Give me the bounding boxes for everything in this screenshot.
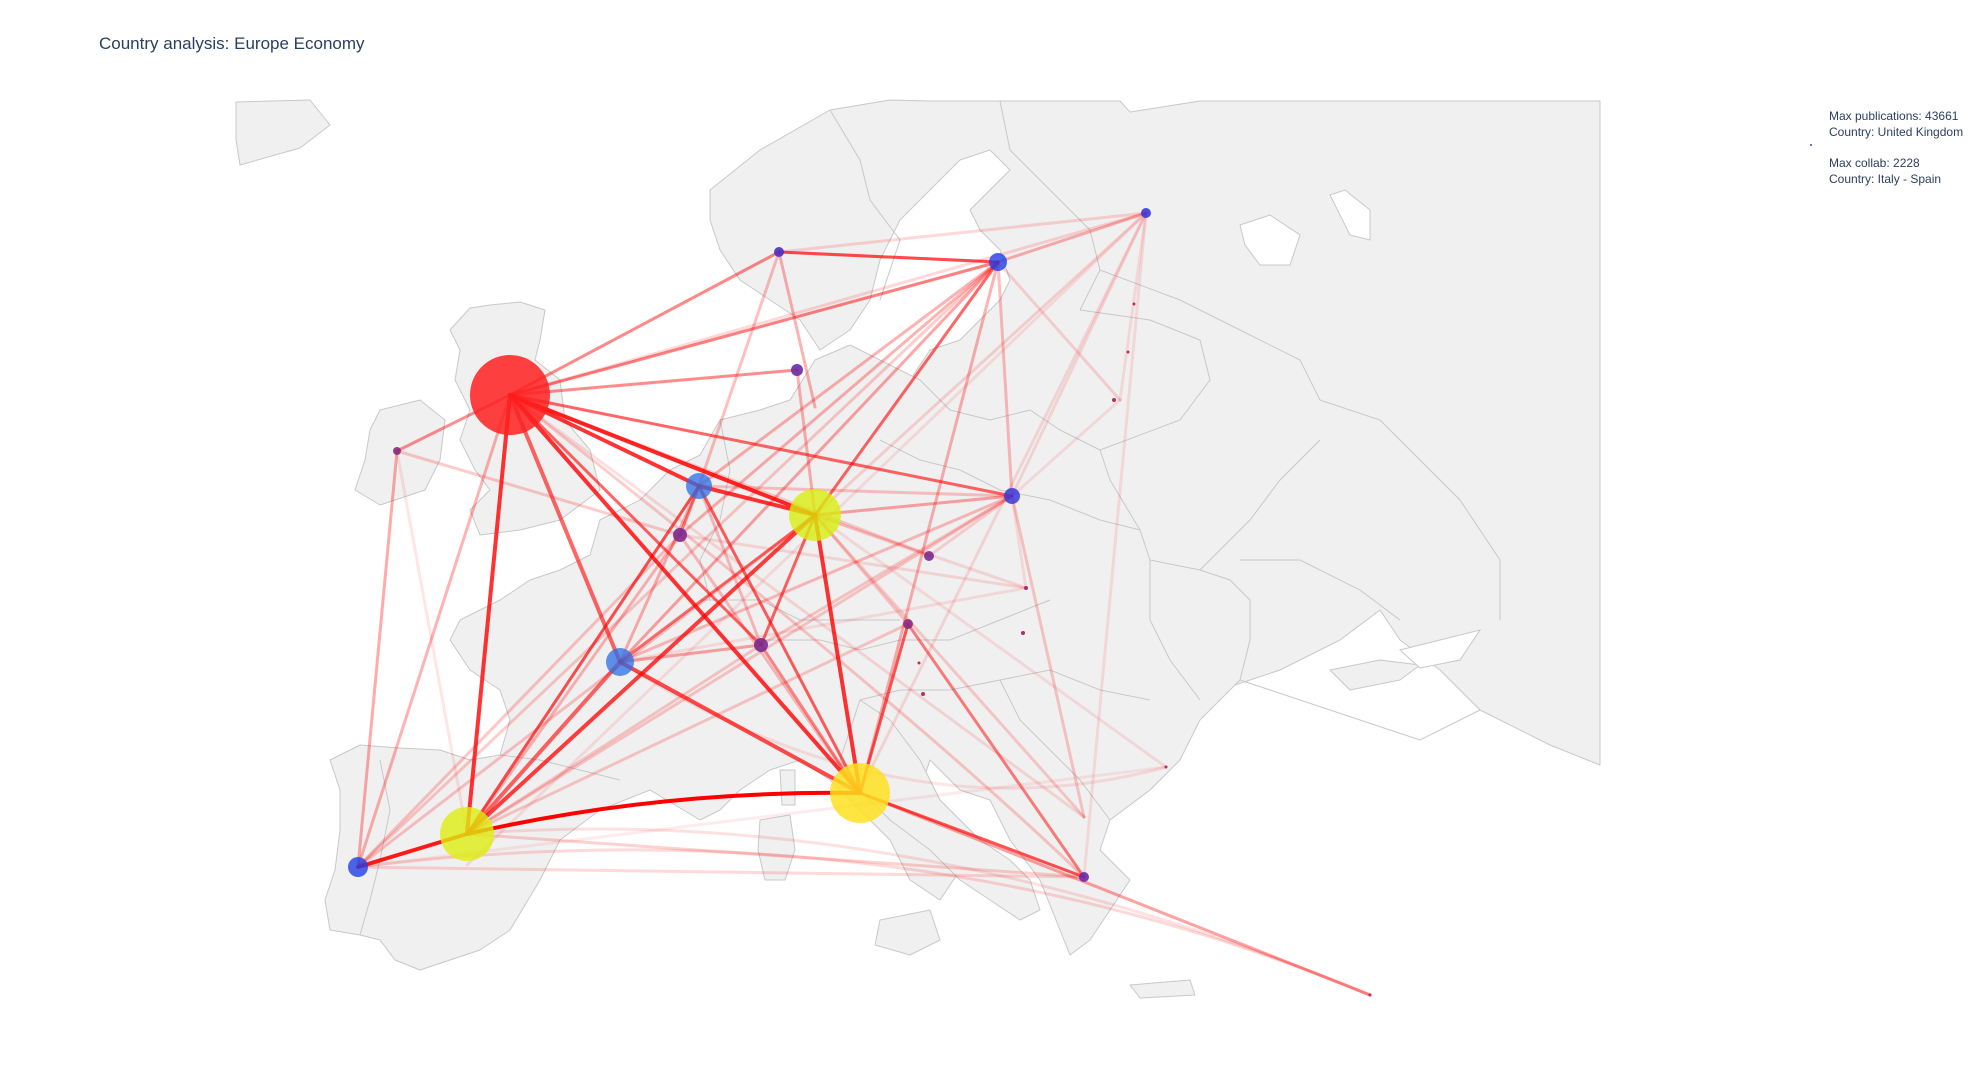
- node-latvia[interactable]: [1126, 350, 1130, 354]
- node-cyprus[interactable]: [1368, 993, 1372, 997]
- legend-max-collab-country: Country: Italy - Spain: [1829, 172, 1942, 186]
- legend-max-publications: Max publications: 43661: [1829, 109, 1959, 123]
- land-cyprus-area: [1329, 659, 1421, 691]
- nodes: [348, 208, 1372, 997]
- node-france[interactable]: [606, 648, 634, 676]
- node-hungary[interactable]: [1024, 586, 1028, 590]
- border-layer: [359, 100, 1501, 936]
- node-germany[interactable]: [789, 489, 841, 541]
- node-estonia[interactable]: [1132, 302, 1136, 306]
- land-crete: [1129, 979, 1196, 999]
- land-layer: [235, 99, 1601, 999]
- node-austria[interactable]: [903, 619, 913, 629]
- legend-max-collab: Max collab: 2228: [1829, 156, 1920, 170]
- land-sardinia: [757, 814, 796, 881]
- node-switzerland[interactable]: [754, 638, 768, 652]
- lakes: [1239, 189, 1482, 669]
- node-slovenia[interactable]: [917, 661, 921, 665]
- legend: Max publications: 43661 Country: United …: [1829, 108, 1963, 187]
- legend-max-publications-country: Country: United Kingdom: [1829, 125, 1964, 139]
- node-croatia[interactable]: [921, 692, 925, 696]
- page-title: Country analysis: Europe Economy: [99, 34, 365, 53]
- node-belgium[interactable]: [673, 528, 687, 542]
- node-denmark[interactable]: [791, 364, 803, 376]
- node-spain[interactable]: [440, 807, 494, 861]
- node-italy[interactable]: [830, 763, 890, 823]
- node-norway[interactable]: [774, 247, 784, 257]
- node-greece[interactable]: [1079, 872, 1089, 882]
- node-finland[interactable]: [1141, 208, 1151, 218]
- edges-strong: [356, 250, 1372, 997]
- node-slovakia[interactable]: [1021, 631, 1025, 635]
- node-poland[interactable]: [1004, 488, 1020, 504]
- land-iceland: [235, 99, 331, 166]
- legend-marker-icon: [1810, 144, 1812, 146]
- node-uk[interactable]: [470, 355, 550, 435]
- land-corsica: [779, 769, 796, 806]
- node-sweden[interactable]: [989, 253, 1007, 271]
- node-netherlands[interactable]: [686, 473, 712, 499]
- node-ireland[interactable]: [393, 447, 401, 455]
- node-portugal[interactable]: [348, 857, 368, 877]
- node-czechia[interactable]: [924, 551, 934, 561]
- land-sicily: [874, 909, 941, 956]
- node-romania[interactable]: [1164, 765, 1168, 769]
- node-lithuania[interactable]: [1112, 398, 1116, 402]
